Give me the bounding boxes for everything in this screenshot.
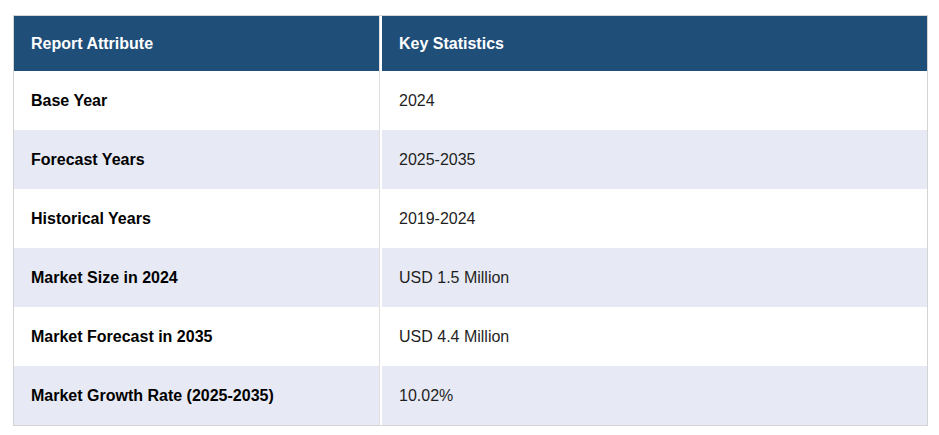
table-row: Base Year 2024 xyxy=(14,71,927,130)
table-row: Historical Years 2019-2024 xyxy=(14,189,927,248)
value-market-size: USD 1.5 Million xyxy=(380,248,927,307)
attribute-market-size: Market Size in 2024 xyxy=(14,248,380,307)
table-row: Market Growth Rate (2025-2035) 10.02% xyxy=(14,366,927,425)
attribute-forecast-years: Forecast Years xyxy=(14,130,380,189)
header-row: Report Attribute Key Statistics xyxy=(14,16,927,71)
attribute-market-forecast: Market Forecast in 2035 xyxy=(14,307,380,366)
attribute-base-year: Base Year xyxy=(14,71,380,130)
value-forecast-years: 2025-2035 xyxy=(380,130,927,189)
attribute-historical-years: Historical Years xyxy=(14,189,380,248)
value-base-year: 2024 xyxy=(380,71,927,130)
table-row: Market Forecast in 2035 USD 4.4 Million xyxy=(14,307,927,366)
table-row: Forecast Years 2025-2035 xyxy=(14,130,927,189)
header-report-attribute: Report Attribute xyxy=(14,16,380,71)
value-growth-rate: 10.02% xyxy=(380,366,927,425)
table-row: Market Size in 2024 USD 1.5 Million xyxy=(14,248,927,307)
key-statistics-table: Report Attribute Key Statistics Base Yea… xyxy=(13,15,928,426)
value-market-forecast: USD 4.4 Million xyxy=(380,307,927,366)
value-historical-years: 2019-2024 xyxy=(380,189,927,248)
attribute-growth-rate: Market Growth Rate (2025-2035) xyxy=(14,366,380,425)
header-key-statistics: Key Statistics xyxy=(380,16,927,71)
